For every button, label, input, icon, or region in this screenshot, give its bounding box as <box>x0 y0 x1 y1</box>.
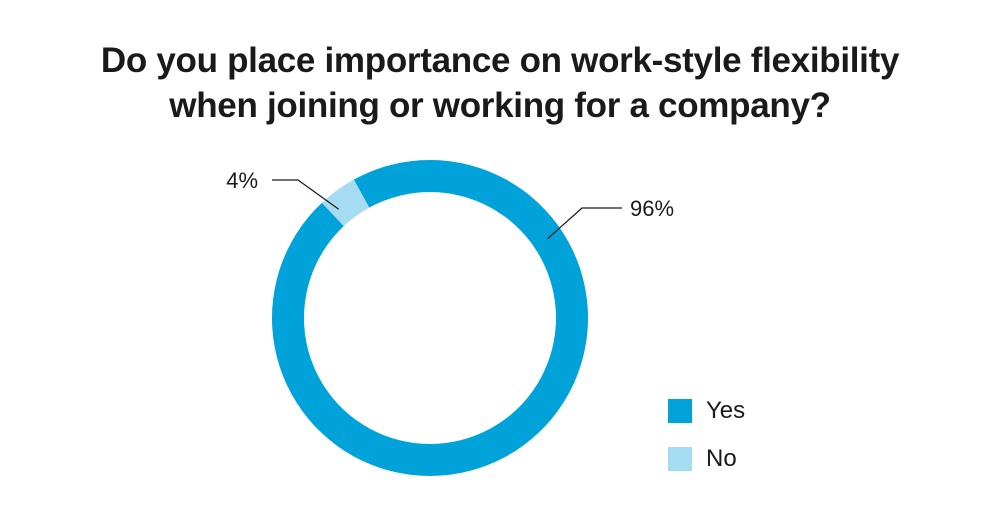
legend-item-yes: Yes <box>668 398 745 424</box>
slice-no <box>321 179 370 227</box>
legend-label-no: No <box>706 445 737 472</box>
legend-swatch-no <box>668 447 692 471</box>
chart-title-line-2: when joining or working for a company? <box>169 86 831 125</box>
chart-title: Do you place importance on work-style fl… <box>0 38 1000 128</box>
leader-line-no <box>272 179 340 210</box>
slice-yes <box>271 160 588 477</box>
legend: Yes No <box>668 398 745 494</box>
legend-swatch-yes <box>668 399 692 423</box>
data-label-yes: 96% <box>630 196 674 221</box>
chart-title-line-1: Do you place importance on work-style fl… <box>100 41 900 80</box>
legend-item-no: No <box>668 446 745 472</box>
data-label-no: 4% <box>226 168 258 193</box>
leader-line-yes <box>547 207 622 240</box>
legend-label-yes: Yes <box>706 397 746 424</box>
